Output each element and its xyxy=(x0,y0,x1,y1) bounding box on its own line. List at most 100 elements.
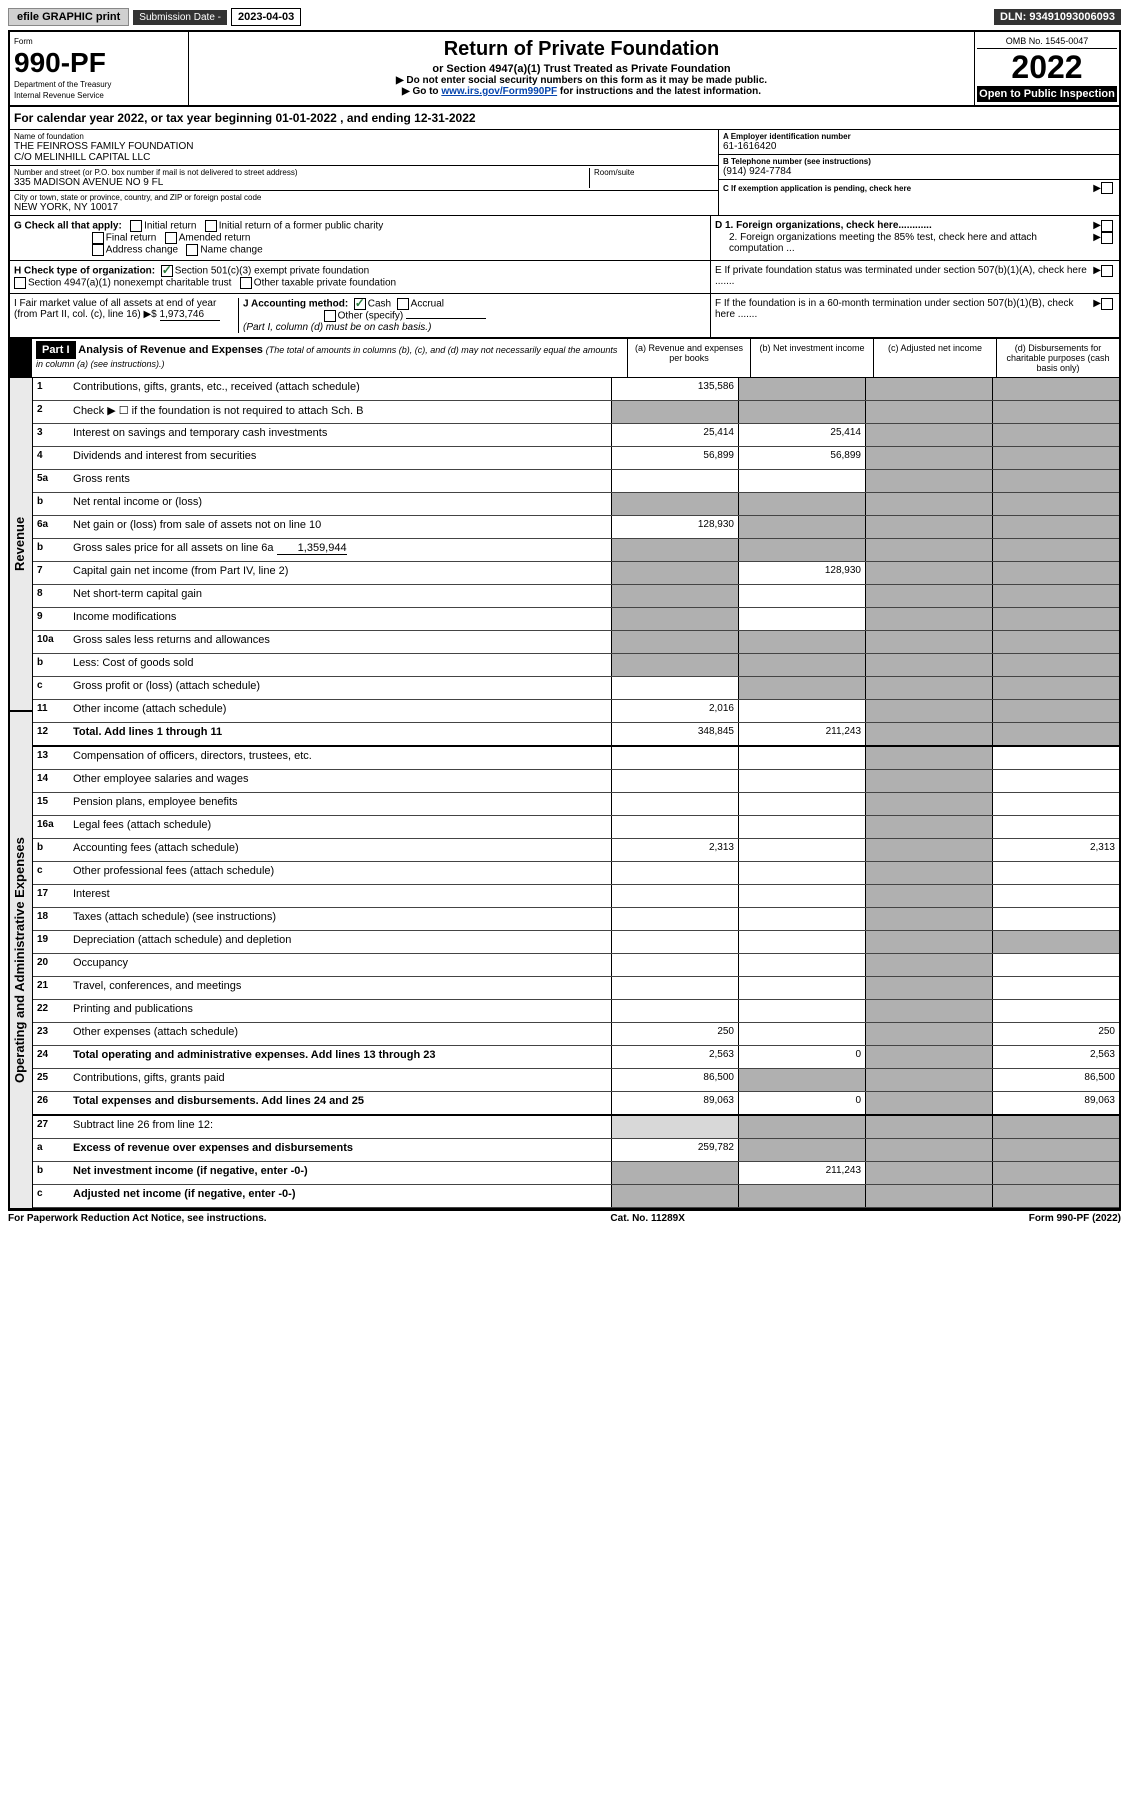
cell-5a-c xyxy=(865,470,992,492)
line-desc-5b: Net rental income or (loss) xyxy=(69,493,611,515)
j-other-checkbox[interactable] xyxy=(324,310,336,322)
line-num-27c: c xyxy=(33,1185,69,1207)
row-15: 15Pension plans, employee benefits xyxy=(33,793,1119,816)
cell-20-b xyxy=(738,954,865,976)
sidebar-revenue-label: Revenue xyxy=(10,378,32,710)
form990pf-link[interactable]: www.irs.gov/Form990PF xyxy=(441,86,557,97)
cell-7-c xyxy=(865,562,992,584)
cell-19-d xyxy=(992,931,1119,953)
line-desc-13: Compensation of officers, directors, tru… xyxy=(69,747,611,769)
d1-checkbox[interactable] xyxy=(1101,220,1113,232)
efile-print-button[interactable]: efile GRAPHIC print xyxy=(8,8,129,26)
g-amended-checkbox[interactable] xyxy=(165,232,177,244)
cell-12-d xyxy=(992,723,1119,745)
top-bar: efile GRAPHIC print Submission Date - 20… xyxy=(8,8,1121,26)
e-checkbox[interactable] xyxy=(1101,265,1113,277)
form-number: 990-PF xyxy=(14,47,106,78)
cell-16c-b xyxy=(738,862,865,884)
d2-checkbox[interactable] xyxy=(1101,232,1113,244)
cell-10c-c xyxy=(865,677,992,699)
cell-25-b xyxy=(738,1069,865,1091)
cell-2-b xyxy=(738,401,865,423)
line-desc-4: Dividends and interest from securities xyxy=(69,447,611,469)
cell-7-a xyxy=(611,562,738,584)
line-desc-22: Printing and publications xyxy=(69,1000,611,1022)
cell-14-d xyxy=(992,770,1119,792)
arrow-icon: ▶ xyxy=(1093,298,1101,320)
cell-6a-c xyxy=(865,516,992,538)
j-cash-label: Cash xyxy=(368,299,391,310)
part1-header-row: Part I Analysis of Revenue and Expenses … xyxy=(8,339,1121,378)
cell-4-d xyxy=(992,447,1119,469)
line-num-10b: b xyxy=(33,654,69,676)
h-501c3-checkbox[interactable] xyxy=(161,265,173,277)
line-num-9: 9 xyxy=(33,608,69,630)
col-a-label: (a) Revenue and expenses per books xyxy=(627,339,750,377)
cell-27b-b: 211,243 xyxy=(738,1162,865,1184)
line-desc-6b: Gross sales price for all assets on line… xyxy=(69,539,611,561)
cell-5b-c xyxy=(865,493,992,515)
cell-6a-d xyxy=(992,516,1119,538)
cell-6b-d xyxy=(992,539,1119,561)
cell-16c-c xyxy=(865,862,992,884)
cell-13-d xyxy=(992,747,1119,769)
entity-grid: Name of foundation THE FEINROSS FAMILY F… xyxy=(8,130,1121,216)
g-addr-checkbox[interactable] xyxy=(92,244,104,256)
cell-1-b xyxy=(738,378,865,400)
cell-7-b: 128,930 xyxy=(738,562,865,584)
j-accrual-checkbox[interactable] xyxy=(397,298,409,310)
line-desc-7: Capital gain net income (from Part IV, l… xyxy=(69,562,611,584)
g-final-checkbox[interactable] xyxy=(92,232,104,244)
cell-4-a: 56,899 xyxy=(611,447,738,469)
cell-6b-c xyxy=(865,539,992,561)
line-desc-2: Check ▶ ☐ if the foundation is not requi… xyxy=(69,401,611,423)
h-4947-checkbox[interactable] xyxy=(14,277,26,289)
g-name-checkbox[interactable] xyxy=(186,244,198,256)
line-num-14: 14 xyxy=(33,770,69,792)
g-initial-checkbox[interactable] xyxy=(130,220,142,232)
row-1: 1Contributions, gifts, grants, etc., rec… xyxy=(33,378,1119,401)
cell-27-a xyxy=(611,1116,738,1138)
c-exemption-label: C If exemption application is pending, c… xyxy=(723,184,1093,193)
foundation-name-label: Name of foundation xyxy=(14,132,714,141)
cell-10b-d xyxy=(992,654,1119,676)
j-cash-checkbox[interactable] xyxy=(354,298,366,310)
part1-label: Part I xyxy=(36,341,76,359)
cell-26-c xyxy=(865,1092,992,1114)
cell-10c-d xyxy=(992,677,1119,699)
g-final-label: Final return xyxy=(106,233,157,244)
line-desc-27: Subtract line 26 from line 12: xyxy=(69,1116,611,1138)
cell-10b-b xyxy=(738,654,865,676)
cell-6a-b xyxy=(738,516,865,538)
f-checkbox[interactable] xyxy=(1101,298,1113,310)
line-num-16c: c xyxy=(33,862,69,884)
g-initial-former-checkbox[interactable] xyxy=(205,220,217,232)
j-note: (Part I, column (d) must be on cash basi… xyxy=(243,322,431,333)
cell-1-a: 135,586 xyxy=(611,378,738,400)
col-b-label: (b) Net investment income xyxy=(750,339,873,377)
cell-10a-c xyxy=(865,631,992,653)
cell-17-b xyxy=(738,885,865,907)
h-other-checkbox[interactable] xyxy=(240,277,252,289)
city: NEW YORK, NY 10017 xyxy=(14,202,714,213)
line-num-15: 15 xyxy=(33,793,69,815)
arrow-icon: ▶ xyxy=(1093,183,1101,194)
cell-8-d xyxy=(992,585,1119,607)
h-501c3-label: Section 501(c)(3) exempt private foundat… xyxy=(175,266,370,277)
footer-left: For Paperwork Reduction Act Notice, see … xyxy=(8,1213,267,1224)
line-num-16a: 16a xyxy=(33,816,69,838)
cell-20-a xyxy=(611,954,738,976)
phone-label: B Telephone number (see instructions) xyxy=(723,157,1115,166)
cell-20-c xyxy=(865,954,992,976)
cell-14-c xyxy=(865,770,992,792)
cell-27b-a xyxy=(611,1162,738,1184)
cell-18-c xyxy=(865,908,992,930)
cell-11-d xyxy=(992,700,1119,722)
c-exemption-checkbox[interactable] xyxy=(1101,182,1113,194)
arrow-icon: ▶ xyxy=(1093,232,1101,254)
row-23: 23Other expenses (attach schedule)250250 xyxy=(33,1023,1119,1046)
cell-3-d xyxy=(992,424,1119,446)
row-27: 27Subtract line 26 from line 12: xyxy=(33,1116,1119,1139)
part1-title: Analysis of Revenue and Expenses xyxy=(78,344,263,356)
d1-label: D 1. Foreign organizations, check here..… xyxy=(715,220,932,231)
